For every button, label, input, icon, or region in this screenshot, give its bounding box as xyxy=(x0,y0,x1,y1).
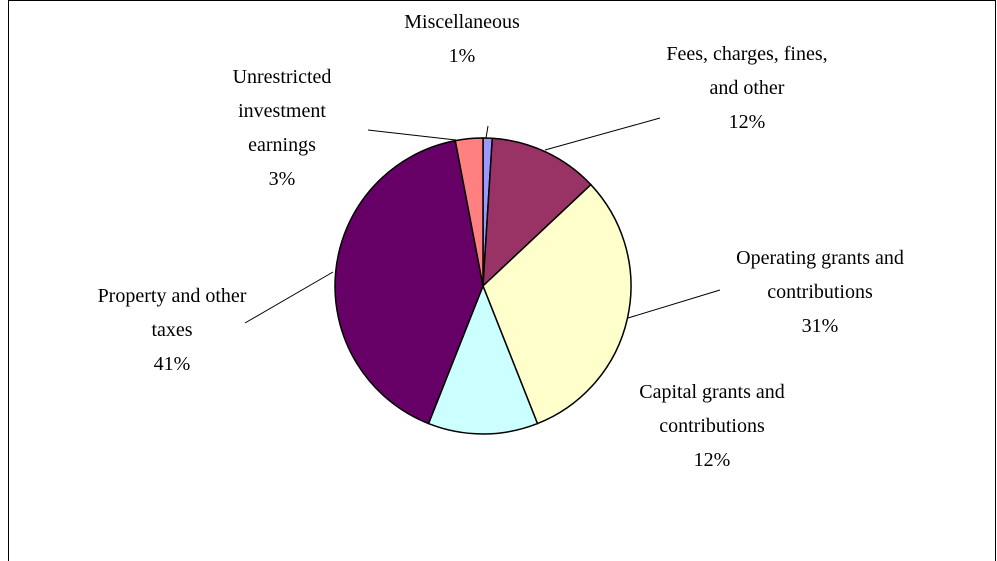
slice-label: Miscellaneous 1% xyxy=(382,5,542,73)
pie-slice xyxy=(482,183,632,425)
value-label: 31% xyxy=(801,315,839,337)
leader-line xyxy=(367,129,457,141)
pie-slice xyxy=(334,139,484,425)
slice-label: Operating grants and contributions 31% xyxy=(720,241,920,343)
leader-lines xyxy=(244,117,721,324)
category-label: Fees, charges, fines, and other xyxy=(666,43,828,99)
leader-line xyxy=(627,289,721,319)
category-label: Capital grants and contributions xyxy=(639,381,785,437)
category-label: Miscellaneous xyxy=(404,11,520,33)
slice-label: Fees, charges, fines, and other 12% xyxy=(660,37,835,139)
value-label: 41% xyxy=(153,353,191,375)
slice-label: Property and other taxes 41% xyxy=(97,279,247,381)
value-label: 12% xyxy=(728,111,766,133)
pie-slice xyxy=(454,137,484,287)
slice-label: Unrestricted investment earnings 3% xyxy=(215,60,350,196)
category-label: Unrestricted investment earnings xyxy=(232,66,332,156)
category-label: Operating grants and contributions xyxy=(736,247,904,303)
leader-line xyxy=(544,117,661,151)
slice-label: Capital grants and contributions 12% xyxy=(612,375,812,477)
value-label: 3% xyxy=(268,168,296,190)
value-label: 12% xyxy=(693,449,731,471)
category-label: Property and other taxes xyxy=(97,285,247,341)
leader-line xyxy=(485,125,489,139)
pie-slice xyxy=(482,137,592,288)
value-label: 1% xyxy=(448,45,476,67)
pie-slice xyxy=(427,283,539,435)
leader-line xyxy=(244,271,334,324)
chart-border xyxy=(8,0,996,561)
